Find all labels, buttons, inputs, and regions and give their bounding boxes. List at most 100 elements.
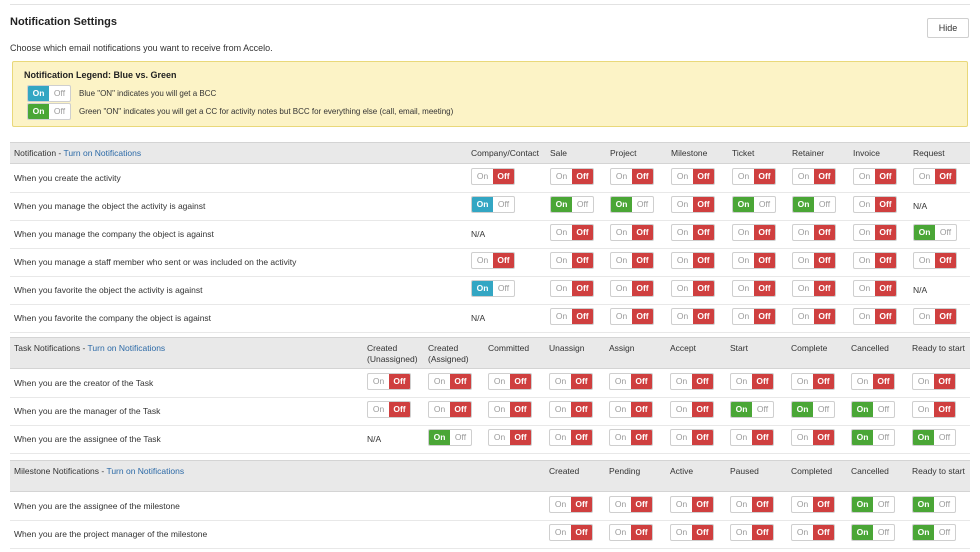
notification-toggle[interactable]: On Off — [610, 252, 654, 269]
notification-toggle[interactable]: On Off — [610, 280, 654, 297]
notification-toggle[interactable]: On Off — [671, 252, 715, 269]
notification-toggle[interactable]: On Off — [730, 524, 774, 541]
notification-toggle[interactable]: On Off — [550, 168, 594, 185]
notification-toggle[interactable]: On Off — [609, 373, 653, 390]
column-header: Complete — [791, 343, 828, 353]
notification-toggle[interactable]: On Off — [670, 373, 714, 390]
notification-toggle[interactable]: On Off — [851, 373, 895, 390]
notification-toggle[interactable]: On Off — [792, 196, 836, 213]
notification-toggle[interactable]: On Off — [550, 280, 594, 297]
toggle-on-label: On — [737, 255, 750, 265]
notification-toggle[interactable]: On Off — [367, 373, 411, 390]
notification-toggle[interactable]: On Off — [851, 496, 895, 513]
notification-toggle[interactable]: On Off — [732, 168, 776, 185]
notification-toggle[interactable]: On Off — [791, 373, 835, 390]
toggle-on-label: On — [614, 432, 627, 442]
toggle-off-label: Off — [754, 253, 775, 268]
toggle-cell: On Off — [730, 373, 774, 390]
notification-toggle[interactable]: On Off — [730, 401, 774, 418]
notification-toggle[interactable]: On Off — [471, 280, 515, 297]
notification-toggle[interactable]: On Off — [609, 496, 653, 513]
notification-toggle[interactable]: On Off — [912, 373, 956, 390]
notification-toggle[interactable]: On Off — [792, 280, 836, 297]
notification-toggle[interactable]: On Off — [550, 308, 594, 325]
notification-toggle[interactable]: On Off — [912, 429, 956, 446]
notification-toggle[interactable]: On Off — [732, 252, 776, 269]
notification-toggle[interactable]: On Off — [550, 224, 594, 241]
milestone-turn-on-link[interactable]: Turn on Notifications — [106, 466, 185, 476]
notification-toggle[interactable]: On Off — [791, 401, 835, 418]
notification-toggle[interactable]: On Off — [610, 224, 654, 241]
notification-toggle[interactable]: On Off — [670, 524, 714, 541]
notification-toggle[interactable]: On Off — [549, 496, 593, 513]
notification-toggle[interactable]: On Off — [610, 168, 654, 185]
notification-toggle[interactable]: On Off — [853, 168, 897, 185]
notification-toggle[interactable]: On Off — [670, 496, 714, 513]
notification-toggle[interactable]: On Off — [671, 196, 715, 213]
notification-toggle[interactable]: On Off — [853, 196, 897, 213]
hide-button[interactable]: Hide — [927, 18, 969, 38]
notification-toggle[interactable]: On Off — [550, 252, 594, 269]
notification-toggle[interactable]: On Off — [732, 196, 776, 213]
notification-toggle[interactable]: On Off — [671, 224, 715, 241]
legend-blue-toggle: On Off — [27, 85, 71, 102]
notification-toggle[interactable]: On Off — [912, 401, 956, 418]
notification-toggle[interactable]: On Off — [792, 224, 836, 241]
notification-toggle[interactable]: On Off — [792, 308, 836, 325]
notification-toggle[interactable]: On Off — [851, 429, 895, 446]
notification-toggle[interactable]: On Off — [367, 401, 411, 418]
notification-toggle[interactable]: On Off — [671, 168, 715, 185]
notification-turn-on-link[interactable]: Turn on Notifications — [63, 148, 142, 158]
notification-toggle[interactable]: On Off — [428, 401, 472, 418]
notification-toggle[interactable]: On Off — [609, 429, 653, 446]
notification-toggle[interactable]: On Off — [913, 252, 957, 269]
notification-toggle[interactable]: On Off — [791, 429, 835, 446]
notification-toggle[interactable]: On Off — [549, 401, 593, 418]
notification-toggle[interactable]: On Off — [549, 429, 593, 446]
notification-toggle[interactable]: On Off — [853, 224, 897, 241]
notification-toggle[interactable]: On Off — [853, 252, 897, 269]
notification-toggle[interactable]: On Off — [428, 373, 472, 390]
notification-toggle[interactable]: On Off — [851, 401, 895, 418]
notification-toggle[interactable]: On Off — [730, 373, 774, 390]
task-turn-on-link[interactable]: Turn on Notifications — [87, 343, 166, 353]
notification-toggle[interactable]: On Off — [671, 280, 715, 297]
notification-toggle[interactable]: On Off — [792, 252, 836, 269]
notification-toggle[interactable]: On Off — [609, 524, 653, 541]
notification-toggle[interactable]: On Off — [732, 280, 776, 297]
notification-toggle[interactable]: On Off — [610, 308, 654, 325]
table-row: When you are the project manager of the … — [10, 520, 970, 549]
notification-toggle[interactable]: On Off — [851, 524, 895, 541]
notification-toggle[interactable]: On Off — [791, 524, 835, 541]
notification-toggle[interactable]: On Off — [471, 168, 515, 185]
notification-toggle[interactable]: On Off — [730, 496, 774, 513]
notification-toggle[interactable]: On Off — [730, 429, 774, 446]
notification-toggle[interactable]: On Off — [792, 168, 836, 185]
toggle-cell: On Off — [853, 224, 897, 241]
notification-toggle[interactable]: On Off — [609, 401, 653, 418]
notification-toggle[interactable]: On Off — [550, 196, 594, 213]
notification-toggle[interactable]: On Off — [471, 252, 515, 269]
notification-toggle[interactable]: On Off — [488, 373, 532, 390]
notification-toggle[interactable]: On Off — [912, 496, 956, 513]
notification-toggle[interactable]: On Off — [488, 429, 532, 446]
notification-toggle[interactable]: On Off — [913, 168, 957, 185]
notification-toggle[interactable]: On Off — [671, 308, 715, 325]
notification-toggle[interactable]: On Off — [471, 196, 515, 213]
notification-toggle[interactable]: On Off — [913, 308, 957, 325]
notification-toggle[interactable]: On Off — [791, 496, 835, 513]
notification-toggle[interactable]: On Off — [912, 524, 956, 541]
notification-toggle[interactable]: On Off — [853, 280, 897, 297]
notification-toggle[interactable]: On Off — [610, 196, 654, 213]
notification-toggle[interactable]: On Off — [732, 224, 776, 241]
notification-toggle[interactable]: On Off — [549, 373, 593, 390]
toggle-cell: On Off — [609, 373, 653, 390]
notification-toggle[interactable]: On Off — [913, 224, 957, 241]
notification-toggle[interactable]: On Off — [670, 401, 714, 418]
notification-toggle[interactable]: On Off — [549, 524, 593, 541]
notification-toggle[interactable]: On Off — [488, 401, 532, 418]
notification-toggle[interactable]: On Off — [428, 429, 472, 446]
notification-toggle[interactable]: On Off — [732, 308, 776, 325]
notification-toggle[interactable]: On Off — [670, 429, 714, 446]
notification-toggle[interactable]: On Off — [853, 308, 897, 325]
